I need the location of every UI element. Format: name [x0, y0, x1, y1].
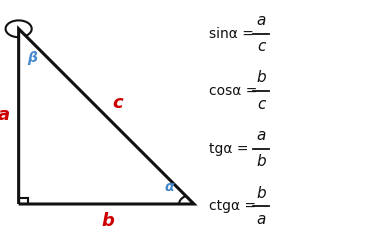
Text: cosα =: cosα =: [209, 84, 261, 98]
Text: c: c: [257, 39, 265, 54]
Text: b: b: [256, 155, 266, 169]
Text: ctgα =: ctgα =: [209, 199, 260, 213]
Text: a: a: [256, 13, 266, 28]
Text: sinα =: sinα =: [209, 27, 258, 41]
Text: β: β: [27, 51, 37, 65]
Text: b: b: [256, 71, 266, 85]
Text: b: b: [256, 186, 266, 201]
Text: a: a: [0, 106, 10, 124]
Text: a: a: [256, 128, 266, 143]
Text: b: b: [102, 212, 115, 230]
Text: a: a: [256, 212, 266, 227]
Text: c: c: [112, 94, 123, 112]
Text: c: c: [257, 97, 265, 112]
Text: tgα =: tgα =: [209, 142, 253, 156]
Text: α: α: [165, 180, 175, 194]
